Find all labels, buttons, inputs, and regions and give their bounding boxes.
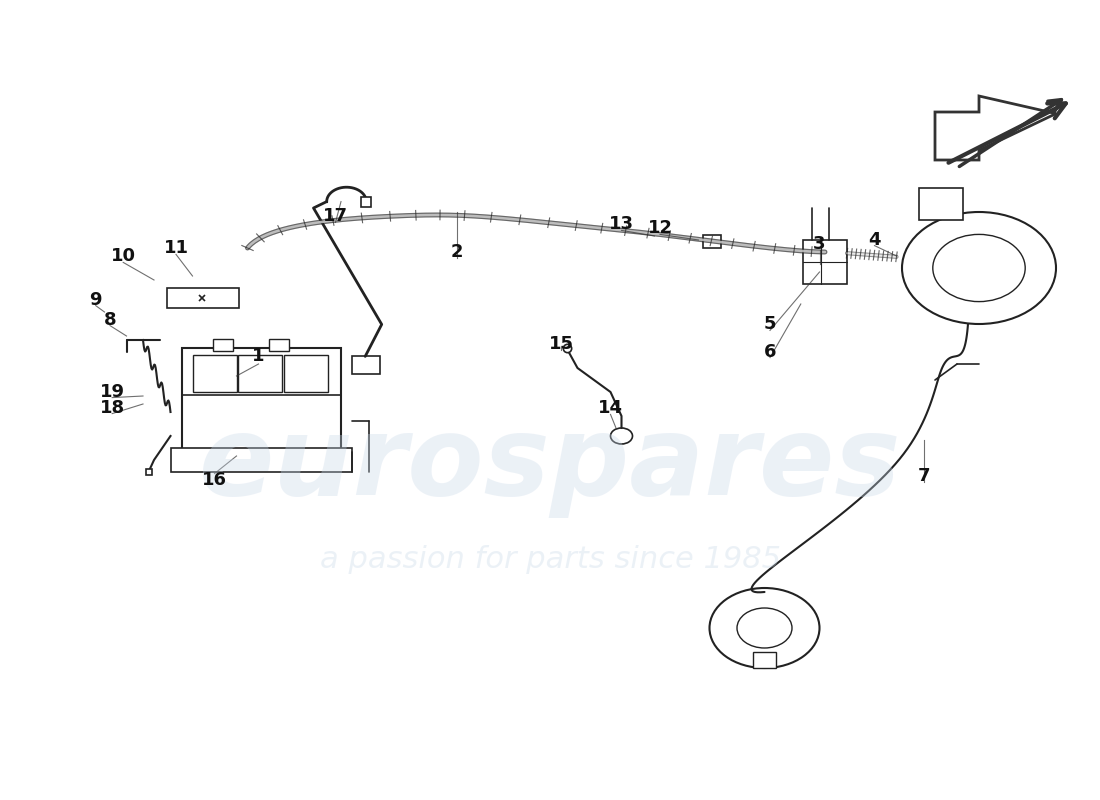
- Text: 4: 4: [868, 231, 881, 249]
- Text: 3: 3: [813, 235, 826, 253]
- FancyBboxPatch shape: [182, 348, 341, 452]
- Text: 11: 11: [164, 239, 188, 257]
- FancyBboxPatch shape: [170, 448, 352, 472]
- FancyBboxPatch shape: [239, 355, 283, 392]
- FancyBboxPatch shape: [703, 235, 720, 248]
- Text: 10: 10: [111, 247, 135, 265]
- Text: 9: 9: [89, 291, 102, 309]
- Text: 12: 12: [648, 219, 672, 237]
- Text: 19: 19: [100, 383, 124, 401]
- FancyBboxPatch shape: [270, 339, 289, 351]
- FancyBboxPatch shape: [352, 357, 379, 374]
- FancyBboxPatch shape: [167, 288, 239, 308]
- Text: a passion for parts since 1985: a passion for parts since 1985: [319, 546, 781, 574]
- Text: 5: 5: [763, 315, 777, 333]
- FancyBboxPatch shape: [754, 652, 776, 668]
- Text: 6: 6: [763, 343, 777, 361]
- Text: 13: 13: [609, 215, 634, 233]
- Text: 1: 1: [252, 347, 265, 365]
- Text: 2: 2: [450, 243, 463, 261]
- FancyBboxPatch shape: [284, 355, 328, 392]
- FancyBboxPatch shape: [918, 188, 962, 220]
- FancyBboxPatch shape: [803, 240, 847, 284]
- Text: 17: 17: [323, 207, 348, 225]
- Text: 15: 15: [549, 335, 573, 353]
- Text: 8: 8: [103, 311, 117, 329]
- Text: eurospares: eurospares: [199, 410, 901, 518]
- Text: 18: 18: [100, 399, 124, 417]
- Text: 7: 7: [917, 467, 931, 485]
- FancyBboxPatch shape: [213, 339, 233, 351]
- Text: 16: 16: [202, 471, 227, 489]
- FancyBboxPatch shape: [192, 355, 236, 392]
- Text: 14: 14: [598, 399, 623, 417]
